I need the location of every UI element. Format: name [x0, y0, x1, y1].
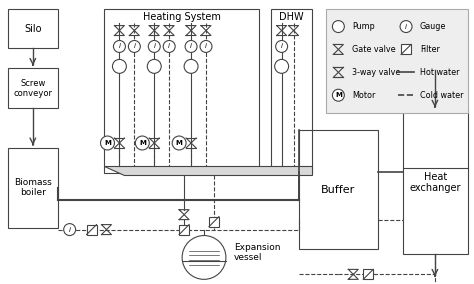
Circle shape [163, 41, 175, 53]
Text: Expansion
vessel: Expansion vessel [234, 243, 281, 262]
Circle shape [128, 41, 140, 53]
Bar [403, 110, 468, 254]
Bar [401, 45, 411, 55]
Text: Hot water: Hot water [420, 68, 459, 77]
Circle shape [185, 41, 197, 53]
Text: 3-way valve: 3-way valve [352, 68, 401, 77]
Text: Pump: Pump [352, 22, 375, 31]
Bar [209, 217, 219, 227]
Bar [271, 9, 312, 173]
Text: i: i [190, 43, 192, 49]
Text: i: i [281, 43, 283, 49]
Circle shape [136, 136, 149, 150]
Text: i: i [153, 43, 155, 49]
Circle shape [400, 20, 412, 33]
Text: Gauge: Gauge [420, 22, 447, 31]
Bar [8, 148, 58, 227]
Text: Motor: Motor [352, 91, 376, 100]
Circle shape [147, 59, 161, 73]
Text: Buffer: Buffer [321, 185, 356, 195]
Circle shape [332, 20, 344, 33]
Text: DHW: DHW [279, 12, 304, 22]
Circle shape [113, 41, 126, 53]
Circle shape [172, 136, 186, 150]
Text: i: i [405, 24, 407, 30]
Circle shape [200, 41, 212, 53]
Text: Filter: Filter [420, 45, 440, 54]
Bar [363, 270, 373, 279]
Bar [327, 9, 468, 113]
Text: i: i [168, 43, 170, 49]
Circle shape [276, 41, 288, 53]
Text: Cold water: Cold water [420, 91, 464, 100]
Text: i: i [69, 227, 71, 233]
Bar [87, 225, 97, 235]
Circle shape [148, 41, 160, 53]
Circle shape [332, 89, 344, 101]
Bar [299, 130, 378, 249]
Circle shape [64, 224, 76, 235]
Text: i: i [205, 43, 207, 49]
Text: Gate valve: Gate valve [352, 45, 396, 54]
Text: Heating System: Heating System [143, 12, 220, 22]
Circle shape [182, 235, 226, 279]
Bar [8, 9, 58, 49]
Text: Heat
exchanger: Heat exchanger [410, 172, 461, 193]
Text: i: i [133, 43, 136, 49]
Polygon shape [104, 166, 312, 175]
Text: Biomass
boiler: Biomass boiler [14, 178, 52, 197]
Circle shape [112, 59, 127, 73]
Text: M: M [335, 92, 342, 98]
Bar [104, 9, 259, 173]
Circle shape [100, 136, 114, 150]
Text: M: M [176, 140, 182, 146]
Circle shape [274, 59, 289, 73]
Text: M: M [139, 140, 146, 146]
Text: Screw
conveyor: Screw conveyor [13, 79, 52, 98]
Bar [179, 225, 189, 235]
Bar [8, 68, 58, 108]
Circle shape [184, 59, 198, 73]
Text: M: M [104, 140, 111, 146]
Text: Silo: Silo [24, 24, 42, 34]
Text: i: i [118, 43, 120, 49]
